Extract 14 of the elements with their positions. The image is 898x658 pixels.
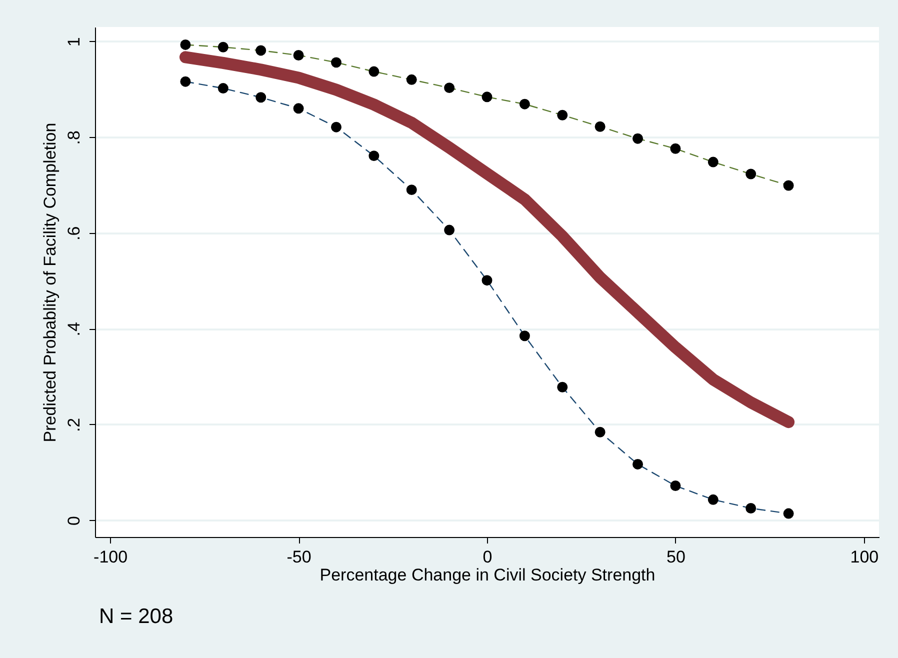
x-tick-label: -50 (286, 548, 312, 566)
y-tick-label: .6 (64, 226, 84, 241)
y-axis-title: Predicted Probablity of Facility Completion (40, 122, 60, 442)
y-tick-label: .8 (64, 130, 84, 145)
y-tick-label: .4 (64, 322, 84, 336)
y-tick-label: .2 (64, 418, 84, 432)
y-tick-label: 1 (64, 37, 84, 47)
text: N = 208 (99, 605, 174, 628)
x-tick-label: 0 (482, 548, 492, 566)
x-tick-label: 50 (666, 548, 686, 566)
y-tick-label: 0 (64, 516, 84, 526)
x-tick-label: 100 (850, 548, 879, 566)
x-axis-title: Percentage Change in Civil Society Strength (320, 566, 656, 584)
x-tick-label: -100 (94, 548, 128, 566)
